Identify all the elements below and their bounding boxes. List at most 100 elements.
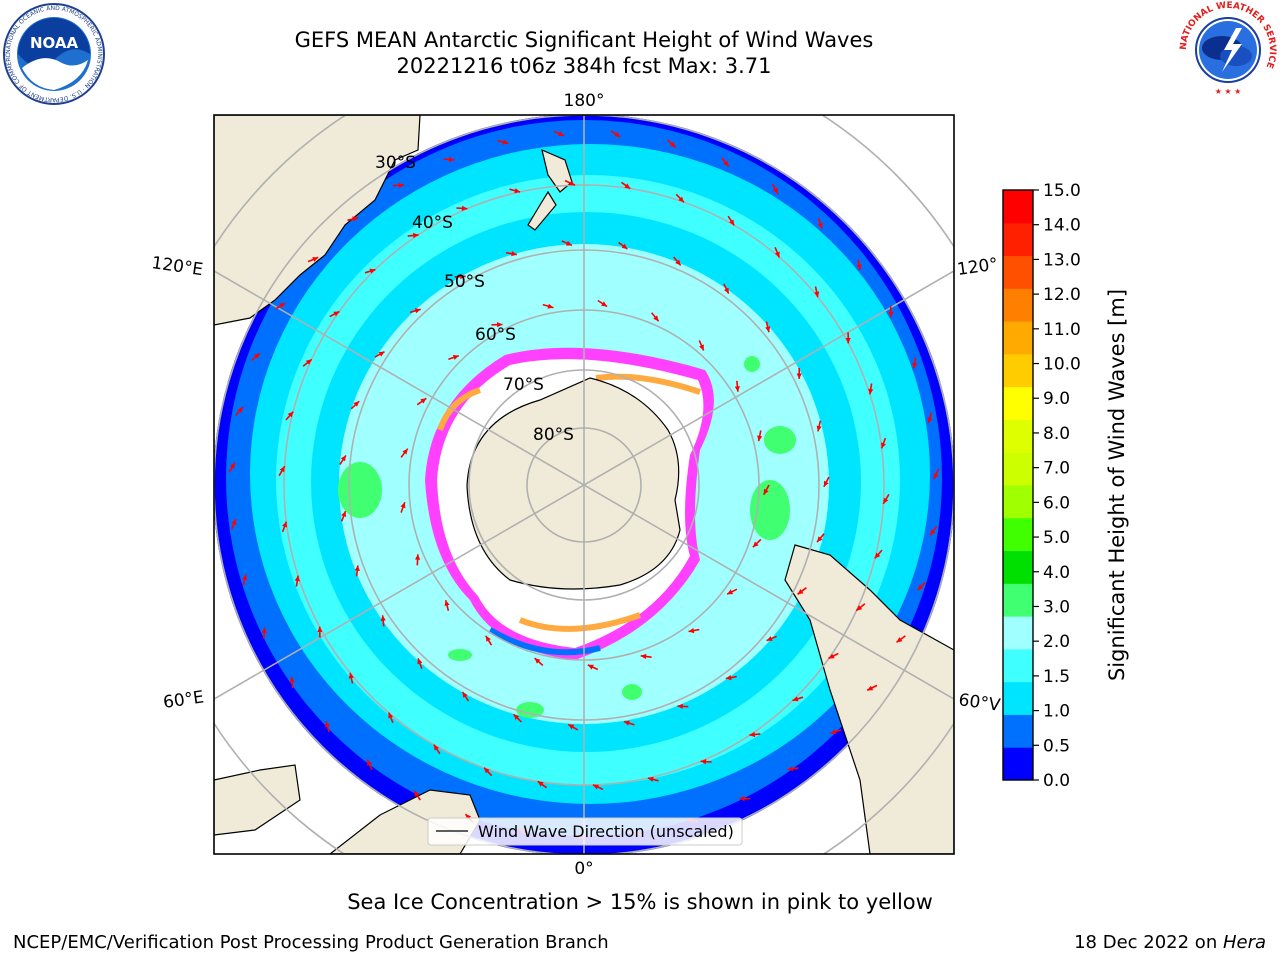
wind-wave-arrowhead [402,448,408,455]
wind-wave-arrowhead [930,529,936,536]
national-weather-service-logo-icon: NATIONAL WEATHER SERVICE ★ ★ ★ [1179,1,1277,99]
wind-wave-arrowhead [558,131,564,136]
wind-wave-arrow [828,652,839,660]
wind-wave-arrowhead [569,180,576,186]
wind-wave-arrowhead [896,637,903,643]
wind-wave-arrowhead [787,766,794,772]
date-stamp: 18 Dec 2022 on Hera [1074,932,1266,953]
chart-title: GEFS MEAN Antarctic Significant Height o… [294,28,874,52]
wind-wave-arrowhead [282,521,287,528]
colorbar-tick-label: 3.0 [1043,597,1070,617]
colorbar-tick-label: 1.0 [1043,702,1070,722]
wind-wave-arrowhead [765,326,771,333]
wind-wave-arrow [686,818,698,823]
wind-wave-arrow [869,383,873,395]
wind-wave-arrow [366,759,373,771]
wind-wave-arrowhead [752,541,759,548]
wind-wave-arrow [392,184,405,187]
wind-wave-arrowhead [414,308,421,314]
colorbar-tick-label: 9.0 [1043,389,1070,409]
wind-wave-arrowhead [380,615,386,621]
wind-wave-arrow [874,549,883,559]
wind-wave-arrowhead [353,401,360,407]
wind-wave-arrowhead [433,744,439,751]
wind-wave-arrowhead [856,605,863,611]
wind-wave-arrowhead [888,311,894,318]
wind-wave-arrow [575,834,586,841]
wind-wave-arrow [339,454,347,465]
wind-wave-arrowhead [340,455,346,462]
legend-label: Wind Wave Direction (unscaled) [478,822,734,841]
wind-wave-arrow [882,493,890,505]
wind-wave-arrow [727,215,735,226]
wind-wave-arrowhead [927,417,933,424]
wind-wave-arrowhead [448,156,455,163]
wind-wave-arrow [456,207,468,210]
wind-wave-arrowhead [502,139,509,145]
colorbar-swatch [1003,583,1033,617]
lat-label-70s: 70°S [503,375,544,395]
wind-wave-arrowhead [601,301,608,307]
wind-wave-arrowhead [462,691,468,698]
wind-wave-arrow [307,256,319,263]
wind-wave-arrow [231,518,237,530]
wind-wave-arrow [726,588,738,595]
wind-wave-arrow [896,635,906,644]
wind-wave-arrowhead [279,303,286,309]
wind-wave-arrowhead [699,344,704,351]
wind-wave-arrowhead [677,703,683,709]
wind-wave-arrowhead [823,480,829,487]
graticule [214,115,954,854]
colorbar-swatch [1003,616,1033,650]
wind-wave-arrowhead [675,259,681,266]
wind-wave-arrowhead [734,386,740,392]
wind-wave-arrowhead [592,784,599,790]
wind-wave-arrow [618,241,628,250]
colorbar-swatch [1003,517,1033,552]
colorbar-tick-label: 15.0 [1043,181,1081,201]
wind-wave-arrow [329,310,340,318]
wind-wave-arrow [792,696,804,702]
wind-wave-arrowhead [341,511,347,517]
colorbar-swatch [1003,648,1033,683]
colorbar-label: Significant Height of Wind Waves [m] [1105,289,1129,681]
colorbar-swatch [1003,288,1033,322]
wind-wave-arrowhead [912,362,918,369]
wind-wave-arrowhead [845,337,851,344]
colorbar-tick-label: 10.0 [1043,355,1081,375]
colorbar-tick-label: 14.0 [1043,216,1081,236]
colorbar-tick-label: 1.5 [1043,667,1070,687]
wind-wave-arrowhead [856,264,862,271]
wind-wave-arrowhead [312,257,319,262]
wind-wave-arrowhead [797,589,804,595]
wind-wave-arrowhead [461,205,468,211]
wind-wave-arrowhead [757,435,763,442]
wind-wave-arrow [917,581,926,591]
colorbar-swatch [1003,419,1033,453]
wind-wave-arrowhead [640,653,647,660]
lat-label-40s: 40°S [412,213,453,233]
chart-subtitle: 20221216 t06z 384h fcst Max: 3.71 [396,54,772,78]
wind-wave-arrowhead [485,635,491,642]
wind-wave-arrow [409,308,421,314]
wind-wave-arrowhead [294,575,300,582]
wind-wave-arrow [417,658,423,669]
wind-wave-arrows [228,130,940,841]
wind-wave-arrow [285,411,294,421]
wind-wave-arrow [349,672,354,684]
wind-wave-arrowhead [547,303,554,309]
wind-wave-arrow [400,448,409,458]
land-masses [214,115,954,854]
wind-wave-arrowhead [352,216,359,222]
wind-wave-arrow [752,538,762,548]
wind-wave-arrow [553,130,565,137]
wind-wave-arrowhead [568,724,575,730]
wind-wave-arrowhead [614,131,621,137]
colorbar-tick-label: 2.0 [1043,632,1070,652]
colorbar-tick-label: 0.0 [1043,771,1070,791]
meridian-label-0: 0° [574,859,593,879]
noaa-logo-icon: NATIONAL OCEANIC AND ATMOSPHERIC ADMINIS… [2,2,105,105]
wind-wave-arrow [443,158,455,161]
wind-wave-arrowhead [796,373,802,379]
wind-wave-arrow [721,157,730,167]
